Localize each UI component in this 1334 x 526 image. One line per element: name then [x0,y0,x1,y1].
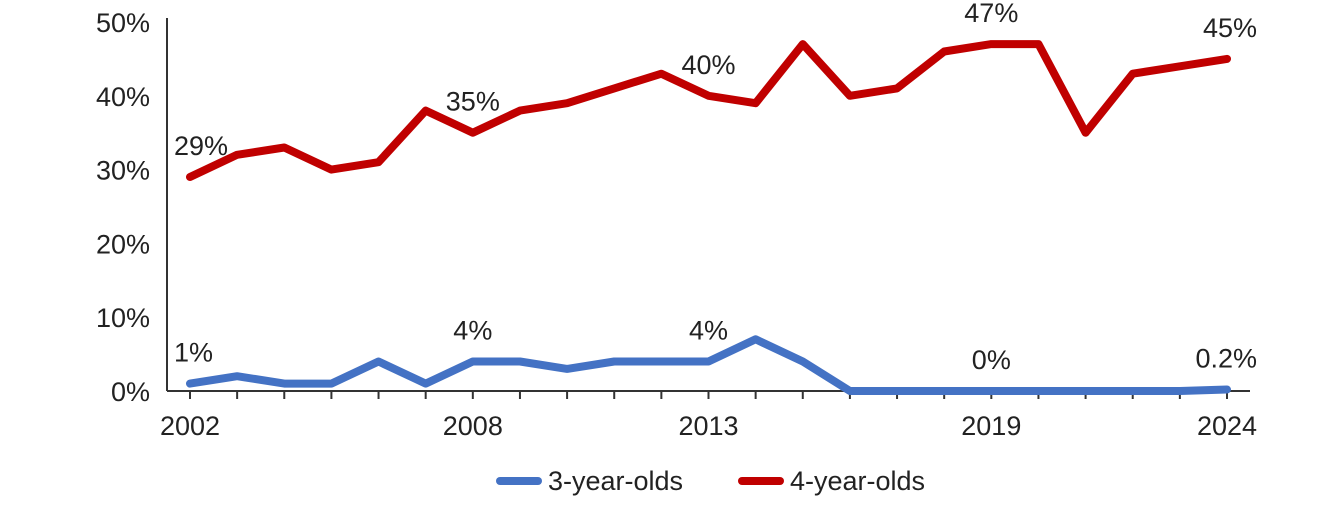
data-label: 35% [446,87,500,117]
y-tick-label: 50% [96,8,150,38]
data-label: 29% [174,131,228,161]
series-line [186,40,1231,181]
legend-label: 3-year-olds [548,466,683,496]
y-tick-label: 20% [96,229,150,259]
legend: 3-year-olds 4-year-olds [496,466,925,496]
y-tick-label: 30% [96,156,150,186]
y-tick-label: 0% [111,377,150,407]
data-labels: 1% 4% 4% 0% 0.2% 29% 35% 40% 47% 45% [174,0,1257,375]
x-tick-label: 2019 [961,411,1021,441]
y-tick-label: 10% [96,303,150,333]
data-label: 0% [972,345,1011,375]
y-tick-label: 40% [96,82,150,112]
series-lines [186,40,1231,395]
data-label: 4% [689,315,728,345]
data-label: 4% [453,315,492,345]
x-tick-label: 2013 [678,411,738,441]
data-label: 0.2% [1195,344,1257,374]
x-tick-label: 2024 [1197,411,1257,441]
x-axis-ticks: 2002 2008 2013 2019 2024 [160,391,1257,441]
data-label: 40% [681,50,735,80]
data-label: 1% [174,338,213,368]
legend-label: 4-year-olds [790,466,925,496]
y-axis-ticks: 0% 10% 20% 30% 40% 50% [96,8,150,407]
series-line [186,335,1231,395]
data-label: 47% [964,0,1018,28]
x-tick-label: 2002 [160,411,220,441]
x-tick-label: 2008 [443,411,503,441]
data-label: 45% [1203,13,1257,43]
